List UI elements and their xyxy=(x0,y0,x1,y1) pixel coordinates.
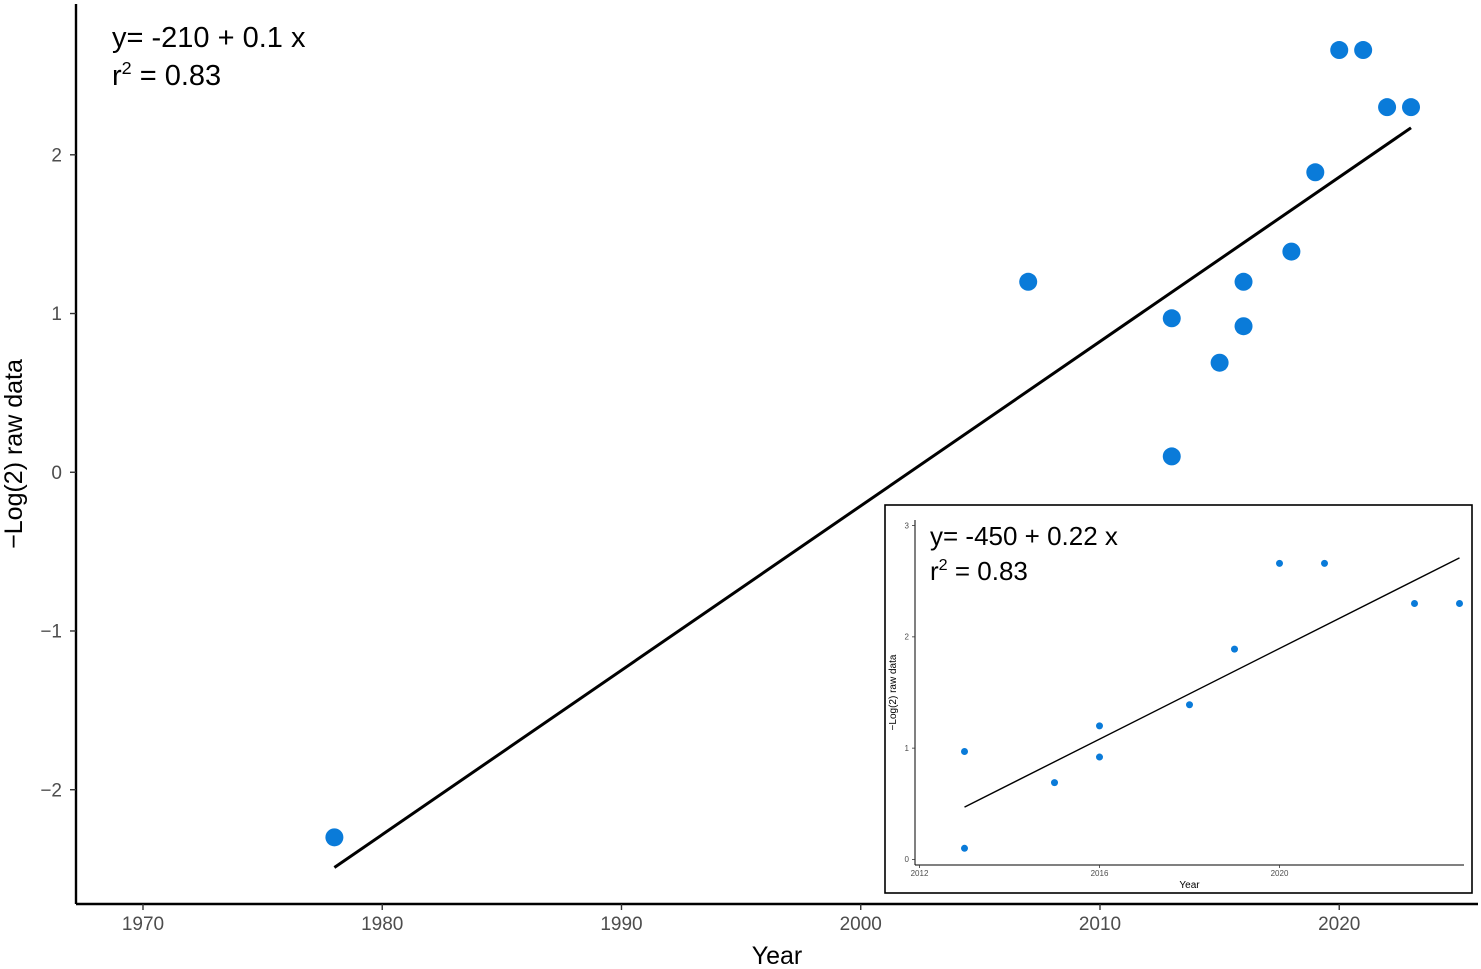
data-point xyxy=(1378,98,1397,117)
inset-x-axis-title: Year xyxy=(1179,880,1200,891)
regression-line xyxy=(333,126,1412,869)
inset-r-squared-text: r2 = 0.83 xyxy=(930,556,1028,586)
x-tick-label: 1990 xyxy=(600,914,642,935)
inset-r-superscript: 2 xyxy=(939,556,948,574)
inset-data-point xyxy=(1321,559,1328,567)
y-tick-label: −2 xyxy=(40,780,62,801)
data-point xyxy=(1210,353,1229,372)
x-tick-label: 2000 xyxy=(840,914,882,935)
inset-data-point xyxy=(1096,753,1103,761)
data-point xyxy=(1162,447,1181,466)
inset-y-tick-label: 1 xyxy=(905,744,910,753)
data-point xyxy=(1234,272,1253,291)
y-tick-label: 0 xyxy=(51,463,62,484)
inset-y-tick-label: 2 xyxy=(905,633,910,642)
x-tick-label: 1980 xyxy=(361,914,403,935)
r-squared-text: r2 = 0.83 xyxy=(112,58,221,92)
x-tick-label: 2010 xyxy=(1079,914,1121,935)
inset-data-point xyxy=(1231,645,1238,653)
data-point xyxy=(1019,272,1038,291)
inset-r-value: = 0.83 xyxy=(948,556,1028,586)
inset-data-point xyxy=(1276,559,1283,567)
r-superscript: 2 xyxy=(122,58,132,78)
x-axis-title: Year xyxy=(752,942,803,969)
inset-equation-text: y= -450 + 0.22 x xyxy=(930,521,1118,551)
inset-data-point xyxy=(1051,779,1058,787)
y-tick-label: −1 xyxy=(40,622,62,643)
r-label: r xyxy=(112,60,122,92)
inset-data-point xyxy=(1456,599,1463,607)
inset-y-axis-title: −Log(2) raw data xyxy=(888,654,899,730)
inset-data-point xyxy=(961,844,968,852)
inset-x-tick-label: 2016 xyxy=(1091,869,1109,878)
x-tick-label: 2020 xyxy=(1318,914,1360,935)
data-point xyxy=(325,828,344,847)
equation-text: y= -210 + 0.1 x xyxy=(112,22,306,54)
panel: 1970 1980 1990 2000 2010 2020 −2 −1 0 1 2 Year −Log(… xyxy=(0,4,1478,969)
data-point xyxy=(1282,242,1301,261)
data-point xyxy=(1330,41,1349,60)
inset-data-point xyxy=(1186,701,1193,709)
inset-data-point xyxy=(961,747,968,755)
y-tick-label: 1 xyxy=(51,304,62,325)
data-point xyxy=(1162,309,1181,328)
inset-x-tick-label: 2012 xyxy=(911,869,929,878)
inset-data-point xyxy=(1411,599,1418,607)
inset-r-label: r xyxy=(930,556,939,586)
data-point xyxy=(1354,41,1373,60)
x-tick-label: 1970 xyxy=(122,914,164,935)
data-point xyxy=(1306,163,1325,182)
inset-regression-line xyxy=(964,557,1460,808)
inset-panel: 2012 2016 2020 0 1 2 3 Year −Log(2) raw data y= -… xyxy=(884,504,1473,894)
inset-data-point xyxy=(1096,722,1103,730)
data-point xyxy=(1234,317,1253,336)
inset-y-tick-label: 3 xyxy=(905,521,910,530)
inset-y-tick-label: 0 xyxy=(905,855,910,864)
data-point xyxy=(1402,98,1421,117)
y-axis-title: −Log(2) raw data xyxy=(0,359,28,549)
y-tick-label: 2 xyxy=(51,145,62,166)
r-value: = 0.83 xyxy=(132,60,222,92)
inset-x-tick-label: 2020 xyxy=(1271,869,1289,878)
